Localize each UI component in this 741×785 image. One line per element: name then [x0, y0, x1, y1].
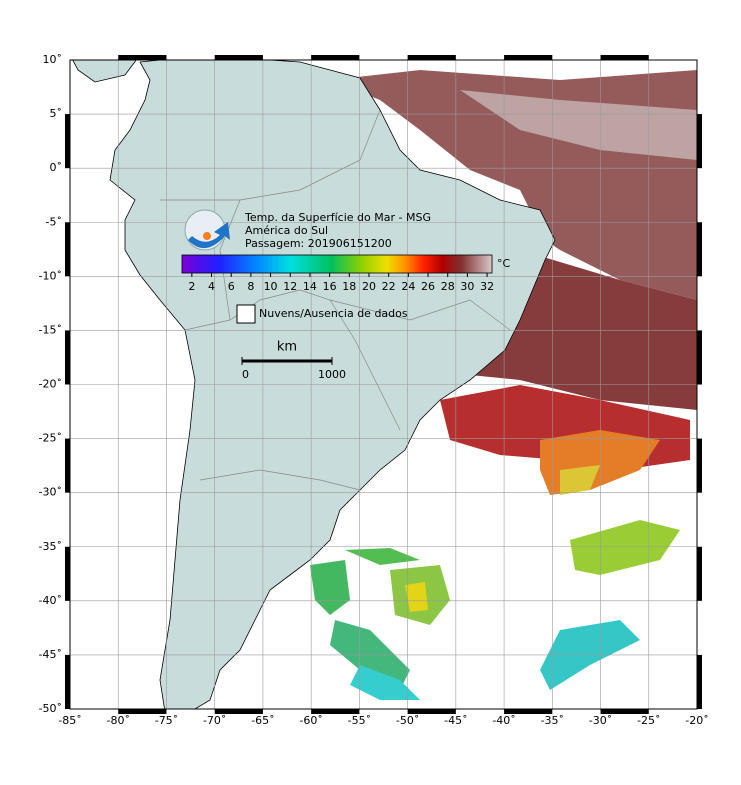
y-tick-label: -20˚	[39, 378, 62, 391]
border-segment	[600, 709, 649, 714]
x-tick-label: -70˚	[203, 714, 226, 727]
border-segment	[65, 438, 70, 493]
country-border	[160, 109, 511, 491]
y-tick-label: 5˚	[50, 107, 63, 120]
x-tick-label: -20˚	[685, 714, 708, 727]
colorbar-tick-label: 32	[480, 280, 494, 293]
title-line: Passagem: 201906151200	[245, 237, 392, 250]
y-tick-label: -10˚	[39, 269, 62, 282]
border-segment	[407, 55, 456, 60]
borders	[160, 109, 511, 491]
border-segment	[214, 55, 263, 60]
x-tick-label: -40˚	[492, 714, 515, 727]
y-tick-label: -15˚	[39, 323, 62, 336]
colorbar	[181, 254, 493, 274]
y-tick-label: -25˚	[39, 432, 62, 445]
sst-green-west	[310, 560, 350, 615]
y-tick-label: -45˚	[39, 648, 62, 661]
map-body	[70, 60, 697, 709]
central-america	[72, 60, 137, 83]
scale-unit: km	[277, 340, 297, 355]
scale-bar: 0 1000	[241, 357, 346, 381]
border-segment	[118, 55, 167, 60]
sst-yellow	[560, 465, 600, 495]
x-tick-label: -55˚	[348, 714, 371, 727]
y-tick-label: -50˚	[39, 702, 62, 715]
colorbar-tick-label: 2	[188, 280, 195, 293]
colorbar-tick-label: 26	[421, 280, 435, 293]
sst-warm-north-light	[460, 90, 697, 160]
border-segment	[118, 709, 167, 714]
x-tick-label: -35˚	[541, 714, 564, 727]
border-segment	[65, 330, 70, 385]
logo-dot	[203, 232, 211, 240]
border-segment	[697, 438, 702, 493]
border-segment	[697, 330, 702, 385]
colorbar-tick-label: 24	[401, 280, 415, 293]
colorbar-tick-label: 18	[342, 280, 356, 293]
x-tick-label: -60˚	[299, 714, 322, 727]
y-tick-label: -40˚	[39, 594, 62, 607]
border-segment	[697, 654, 702, 709]
colorbar-tick-label: 14	[303, 280, 317, 293]
colorbar-tick-label: 6	[228, 280, 235, 293]
border-segment	[65, 222, 70, 277]
colorbar-ticks: 2 4 6 8 10 12 14 16 18 20 22 24 26 28 30 32	[188, 273, 494, 293]
colorbar-tick-label: 22	[382, 280, 396, 293]
y-tick-label: -30˚	[39, 486, 62, 499]
border-segment	[504, 709, 553, 714]
x-tick-label: -50˚	[396, 714, 419, 727]
border-segment	[311, 709, 360, 714]
x-tick-label: -25˚	[637, 714, 660, 727]
scale-tick-label: 0	[242, 368, 249, 381]
x-tick-label: -45˚	[444, 714, 467, 727]
logo	[184, 209, 230, 251]
legend-label: Nuvens/Ausencia de dados	[259, 307, 408, 320]
scale-tick-label: 1000	[318, 368, 346, 381]
colorbar-tick-label: 30	[460, 280, 474, 293]
sst-green-east	[570, 520, 680, 575]
sst-yellow-center	[405, 582, 428, 612]
y-tick-label: 0˚	[50, 161, 63, 174]
y-tick-label: -5˚	[46, 215, 62, 228]
colorbar-tick-label: 12	[283, 280, 297, 293]
y-tick-label: 10˚	[43, 53, 63, 66]
border-segment	[600, 55, 649, 60]
border-segment	[697, 222, 702, 277]
x-tick-label: -30˚	[589, 714, 612, 727]
sst-cyan-south	[350, 665, 420, 700]
colorbar-tick-label: 28	[441, 280, 455, 293]
colorbar-tick-label: 10	[264, 280, 278, 293]
sst-patches	[310, 70, 697, 700]
border-segment	[65, 654, 70, 709]
colorbar-unit: °C	[497, 257, 511, 270]
x-tick-label: -85˚	[58, 714, 81, 727]
border-segment	[697, 114, 702, 169]
border-segment	[697, 546, 702, 601]
sst-green-north-band	[345, 548, 420, 565]
grid	[70, 60, 697, 709]
x-tick-label: -75˚	[155, 714, 178, 727]
title-line: América do Sul	[245, 224, 328, 237]
border-segment	[407, 709, 456, 714]
border-segment	[65, 546, 70, 601]
x-tick-label: -80˚	[106, 714, 129, 727]
y-tick-label: -35˚	[39, 540, 62, 553]
frame-border	[65, 55, 702, 714]
colorbar-tick-label: 4	[208, 280, 215, 293]
title-line: Temp. da Superfície do Mar - MSG	[244, 211, 431, 224]
border-segment	[214, 709, 263, 714]
logo-arrow	[188, 222, 230, 249]
colorbar-tick-label: 16	[323, 280, 337, 293]
colorbar-tick-label: 8	[247, 280, 254, 293]
colorbar-tick-label: 20	[362, 280, 376, 293]
border-segment	[65, 114, 70, 169]
x-tick-label: -65˚	[251, 714, 274, 727]
border-segment	[504, 55, 553, 60]
border-segment	[311, 55, 360, 60]
sst-orange	[540, 430, 660, 495]
legend-swatch	[236, 304, 256, 324]
